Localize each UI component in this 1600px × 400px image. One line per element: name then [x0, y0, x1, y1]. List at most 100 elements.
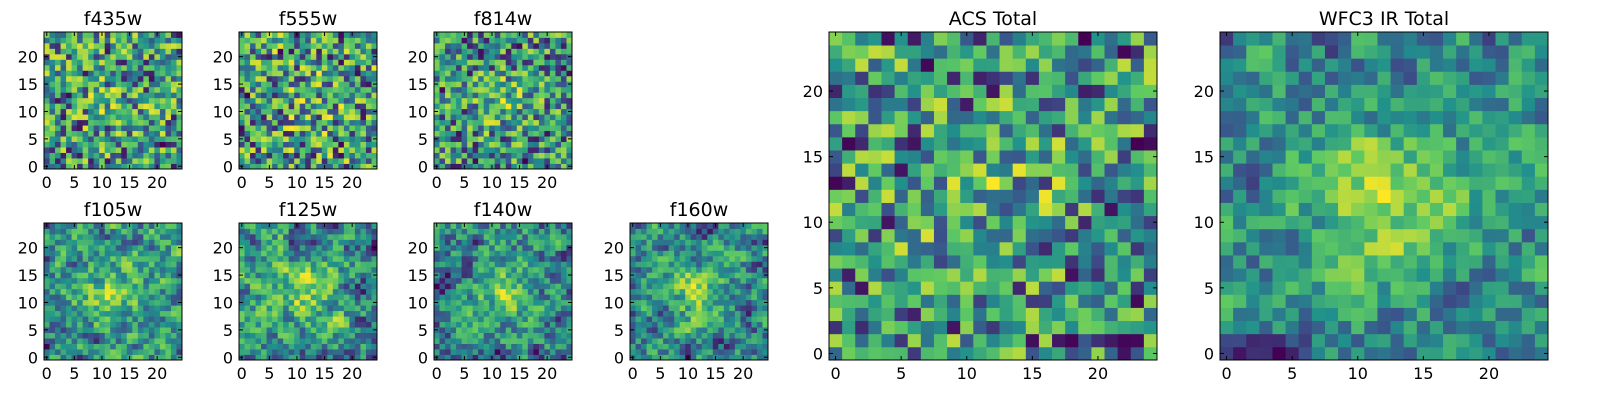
heatmap-cell — [668, 266, 675, 273]
heatmap-cell — [71, 147, 78, 153]
heatmap-cell — [472, 81, 479, 88]
heatmap-cell — [549, 108, 556, 115]
heatmap-cell — [148, 32, 155, 38]
heatmap-cell — [77, 125, 84, 132]
heatmap-cell — [560, 163, 567, 170]
heatmap-cell — [527, 299, 534, 306]
heatmap-cell — [288, 228, 295, 235]
heatmap-cell — [305, 119, 312, 126]
heatmap-cell — [527, 288, 534, 295]
heatmap-cell — [239, 141, 245, 148]
heatmap-cell — [516, 48, 523, 55]
heatmap-cell — [533, 239, 540, 246]
heatmap-cell — [349, 338, 356, 344]
heatmap-cell — [277, 81, 284, 88]
heatmap-cell — [461, 327, 468, 333]
heatmap-cell — [338, 228, 345, 235]
heatmap-cell — [461, 59, 468, 66]
heatmap-cell — [299, 92, 306, 99]
heatmap-cell — [332, 32, 339, 38]
heatmap-cell — [668, 305, 675, 312]
heatmap-cell — [327, 266, 334, 273]
y-tick-label: 15 — [408, 266, 428, 285]
heatmap-cell — [718, 261, 725, 268]
heatmap-cell — [165, 283, 172, 290]
heatmap-cell — [277, 114, 284, 121]
heatmap-cell — [354, 64, 361, 71]
heatmap-cell — [690, 332, 697, 339]
heatmap-cell — [696, 266, 703, 273]
heatmap-cell — [1104, 320, 1119, 335]
heatmap-cell — [49, 283, 56, 290]
heatmap-cell — [756, 261, 763, 268]
heatmap-cell — [999, 333, 1014, 348]
heatmap-cell — [143, 37, 150, 44]
heatmap-cell — [277, 299, 284, 306]
heatmap-cell — [549, 119, 556, 126]
heatmap-cell — [104, 305, 111, 312]
heatmap-cell — [332, 114, 339, 121]
heatmap-cell — [299, 250, 306, 257]
heatmap-cell — [321, 81, 328, 88]
heatmap-cell — [49, 64, 56, 71]
x-tick-label: 20 — [342, 364, 362, 383]
heatmap-cell — [751, 277, 758, 284]
heatmap-cell — [44, 158, 50, 164]
heatmap-cell — [165, 130, 172, 137]
heatmap-cell — [439, 272, 446, 279]
heatmap-cell — [93, 316, 100, 323]
heatmap-cell — [255, 70, 262, 77]
heatmap-cell — [762, 277, 769, 284]
heatmap-cell — [272, 288, 279, 295]
heatmap-cell — [494, 277, 501, 284]
heatmap-cell — [88, 332, 95, 339]
heatmap-cell — [555, 158, 562, 164]
heatmap-cell — [132, 327, 139, 333]
heatmap-cell — [533, 327, 540, 333]
heatmap-cell — [494, 288, 501, 295]
heatmap-cell — [560, 255, 567, 262]
heatmap-cell — [635, 223, 642, 229]
heatmap-cell — [49, 228, 56, 235]
heatmap-cell — [176, 310, 183, 317]
heatmap-cell — [137, 228, 144, 235]
heatmap-cell — [272, 321, 279, 328]
heatmap-cell — [272, 42, 279, 49]
heatmap-cell — [60, 114, 67, 121]
heatmap-cell — [321, 75, 328, 82]
heatmap-cell — [566, 42, 573, 49]
heatmap-cell — [960, 202, 974, 217]
heatmap-cell — [674, 338, 681, 344]
heatmap-cell — [44, 305, 50, 312]
x-tick-label: 15 — [119, 173, 139, 192]
heatmap-cell — [137, 272, 144, 279]
heatmap-cell — [434, 316, 440, 323]
heatmap-cell — [1104, 176, 1119, 190]
heatmap-cell — [294, 125, 301, 132]
heatmap-cell — [483, 37, 490, 44]
heatmap-cell — [1052, 215, 1066, 230]
heatmap-cell — [445, 53, 451, 60]
heatmap-cell — [354, 239, 361, 246]
heatmap-cell — [170, 239, 177, 246]
heatmap-cell — [327, 48, 334, 55]
heatmap-cell — [472, 338, 479, 344]
heatmap-cell — [472, 86, 479, 93]
heatmap-cell — [483, 48, 490, 55]
heatmap-cells — [239, 223, 378, 361]
heatmap-cell — [522, 233, 529, 240]
heatmap-cell — [321, 239, 328, 246]
heatmap-cell — [472, 64, 479, 71]
heatmap-cell — [500, 163, 507, 170]
heatmap-cell — [310, 244, 317, 251]
heatmap-cell — [332, 103, 339, 110]
heatmap-cell — [55, 272, 61, 279]
heatmap-cell — [527, 239, 534, 246]
heatmap-cell — [283, 81, 290, 88]
heatmap-cell — [332, 158, 339, 164]
heatmap-cell — [143, 59, 150, 66]
heatmap-cell — [483, 244, 490, 251]
heatmap-cell — [511, 59, 518, 66]
heatmap-cell — [310, 316, 317, 323]
heatmap-cell — [933, 150, 948, 164]
